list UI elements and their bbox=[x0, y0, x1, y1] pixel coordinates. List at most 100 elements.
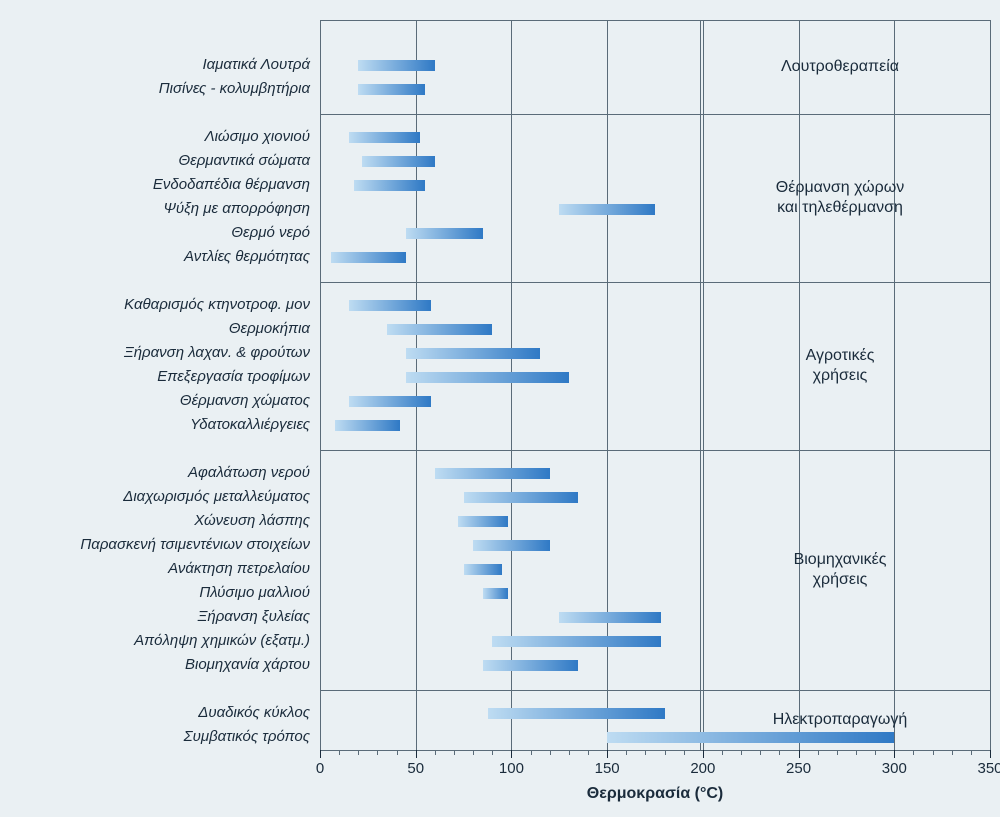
range-bar bbox=[362, 156, 435, 167]
range-bar bbox=[559, 204, 655, 215]
category-label: Ηλεκτροπαραγωγή bbox=[700, 710, 980, 731]
range-bar bbox=[358, 60, 435, 71]
category-label: Βιομηχανικέςχρήσεις bbox=[700, 550, 980, 592]
xtick-minor bbox=[818, 750, 819, 755]
xtick-minor bbox=[741, 750, 742, 755]
row-label: Θέρμανση χώματος bbox=[180, 392, 310, 409]
category-label-line: Λουτροθεραπεία bbox=[700, 57, 980, 78]
range-bar bbox=[464, 492, 579, 503]
category-label: Αγροτικέςχρήσεις bbox=[700, 346, 980, 388]
row-label: Ξήρανση ξυλείας bbox=[198, 608, 310, 625]
category-label: Θέρμανση χώρωνκαι τηλεθέρμανση bbox=[700, 178, 980, 220]
xtick-minor bbox=[913, 750, 914, 755]
row-label: Θερμοκήπια bbox=[229, 320, 310, 337]
row-label: Πλύσιμο μαλλιού bbox=[199, 584, 310, 601]
range-bar bbox=[488, 708, 664, 719]
xtick-minor bbox=[645, 750, 646, 755]
grid-vline bbox=[416, 20, 417, 750]
range-bar bbox=[458, 516, 508, 527]
row-label: Δυαδικός κύκλος bbox=[198, 704, 310, 721]
xtick bbox=[320, 750, 321, 758]
xtick bbox=[799, 750, 800, 758]
range-bar bbox=[483, 588, 508, 599]
row-label: Επεξεργασία τροφίμων bbox=[157, 368, 310, 385]
range-bar bbox=[435, 468, 550, 479]
xtick-minor bbox=[837, 750, 838, 755]
xtick-minor bbox=[722, 750, 723, 755]
xtick-minor bbox=[626, 750, 627, 755]
xtick bbox=[990, 750, 991, 758]
grid-hline bbox=[320, 114, 990, 115]
row-label: Ψύξη με απορρόφηση bbox=[163, 200, 310, 217]
xtick-label: 350 bbox=[977, 760, 1000, 777]
row-label: Ιαματικά Λουτρά bbox=[202, 56, 310, 73]
range-bar bbox=[464, 564, 502, 575]
range-bar bbox=[358, 84, 425, 95]
row-label: Ενδοδαπέδια θέρμανση bbox=[153, 176, 310, 193]
xtick-label: 300 bbox=[882, 760, 907, 777]
range-bar bbox=[406, 228, 483, 239]
category-label-line: Βιομηχανικές bbox=[700, 550, 980, 571]
row-label: Απόληψη χημικών (εξατμ.) bbox=[134, 632, 310, 649]
xtick-minor bbox=[684, 750, 685, 755]
range-bar bbox=[473, 540, 550, 551]
xtick bbox=[416, 750, 417, 758]
row-label: Λιώσιμο χιονιού bbox=[205, 128, 310, 145]
row-label: Παρασκενή τσιμεντένιων στοιχείων bbox=[80, 536, 310, 553]
xtick-minor bbox=[339, 750, 340, 755]
range-bar bbox=[607, 732, 894, 743]
row-label: Χώνευση λάσπης bbox=[194, 512, 310, 529]
xtick-minor bbox=[856, 750, 857, 755]
xtick-minor bbox=[454, 750, 455, 755]
row-label: Καθαρισμός κτηνοτροφ. μον bbox=[124, 296, 310, 313]
xtick-minor bbox=[531, 750, 532, 755]
grid-hline bbox=[320, 282, 990, 283]
xtick-minor bbox=[377, 750, 378, 755]
range-bar bbox=[406, 372, 569, 383]
xtick-minor bbox=[875, 750, 876, 755]
category-label-line: Αγροτικές bbox=[700, 346, 980, 367]
range-bar bbox=[335, 420, 400, 431]
range-bar bbox=[387, 324, 492, 335]
row-label: Πισίνες - κολυμβητήρια bbox=[159, 80, 310, 97]
category-label: Λουτροθεραπεία bbox=[700, 57, 980, 78]
grid-hline bbox=[320, 450, 990, 451]
row-label: Αφαλάτωση νερού bbox=[188, 464, 310, 481]
range-bar bbox=[492, 636, 660, 647]
xtick bbox=[607, 750, 608, 758]
row-label: Βιομηχανία χάρτου bbox=[185, 656, 310, 673]
xtick-minor bbox=[933, 750, 934, 755]
xtick-minor bbox=[492, 750, 493, 755]
grid-hline bbox=[320, 750, 990, 751]
range-bar bbox=[349, 300, 431, 311]
range-bar bbox=[354, 180, 425, 191]
range-bar bbox=[331, 252, 406, 263]
range-bar bbox=[349, 396, 431, 407]
xtick-label: 50 bbox=[407, 760, 424, 777]
xtick-minor bbox=[588, 750, 589, 755]
range-bar bbox=[349, 132, 420, 143]
row-label: Αντλίες θερμότητας bbox=[184, 248, 310, 265]
row-label: Ανάκτηση πετρελαίου bbox=[168, 560, 310, 577]
row-label: Ξήρανση λαχαν. & φρούτων bbox=[124, 344, 310, 361]
range-bar bbox=[406, 348, 540, 359]
xtick-label: 0 bbox=[316, 760, 324, 777]
xtick-minor bbox=[779, 750, 780, 755]
plot-border bbox=[320, 20, 321, 750]
category-label-line: Θέρμανση χώρων bbox=[700, 178, 980, 199]
xtick-minor bbox=[550, 750, 551, 755]
row-label: Υδατοκαλλιέργειες bbox=[190, 416, 310, 433]
category-label-line: και τηλεθέρμανση bbox=[700, 198, 980, 219]
category-label-line: Ηλεκτροπαραγωγή bbox=[700, 710, 980, 731]
xtick bbox=[703, 750, 704, 758]
xtick-minor bbox=[473, 750, 474, 755]
xtick-label: 100 bbox=[499, 760, 524, 777]
xtick-minor bbox=[397, 750, 398, 755]
category-label-line: χρήσεις bbox=[700, 570, 980, 591]
category-label-line: χρήσεις bbox=[700, 366, 980, 387]
grid-hline bbox=[320, 690, 990, 691]
row-label: Θερμαντικά σώματα bbox=[178, 152, 310, 169]
xtick-minor bbox=[971, 750, 972, 755]
row-label: Συμβατικός τρόπος bbox=[184, 728, 310, 745]
xtick-minor bbox=[435, 750, 436, 755]
